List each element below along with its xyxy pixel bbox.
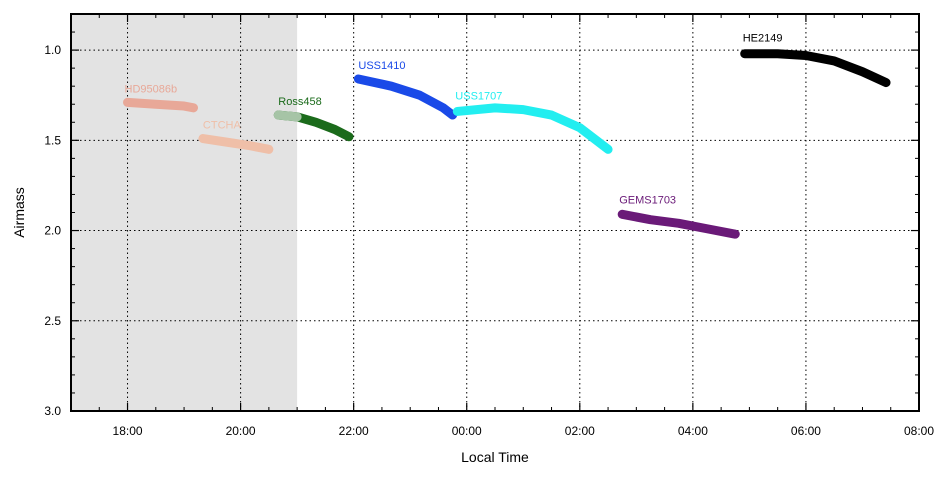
x-tick-label: 04:00 (678, 424, 708, 438)
x-tick-label: 02:00 (565, 424, 595, 438)
label-layer: 18:00 20:00 22:00 00:00 02:00 04:00 06:00 08:00… (44, 33, 934, 438)
x-axis-label: Local Time (461, 449, 529, 465)
y-tick-label: 2.0 (44, 224, 61, 238)
series-label-uss1707: USS1707 (455, 90, 502, 102)
series-line-he2149 (740, 49, 891, 88)
tick-layer (70, 13, 920, 412)
series-layer (123, 49, 891, 239)
x-tick-label: 08:00 (904, 424, 934, 438)
series-label-gems1703: GEMS1703 (619, 194, 676, 206)
series-line-ross458-shaded-part (273, 110, 302, 122)
series-line-uss1707 (452, 103, 613, 154)
series-label-he2149: HE2149 (743, 33, 783, 45)
series-label-uss1410: USS1410 (358, 60, 405, 72)
series-label-ctcha: CTCHA (203, 120, 242, 132)
series-line-ctcha (198, 134, 274, 154)
y-tick-label: 1.0 (44, 43, 61, 57)
shaded-region-layer (71, 14, 298, 411)
y-tick-label: 3.0 (44, 404, 61, 418)
series-label-hd95086b: HD95086b (125, 83, 178, 95)
series-line-uss1410 (353, 74, 458, 120)
x-tick-label: 18:00 (113, 424, 143, 438)
grid-layer (71, 14, 919, 411)
x-tick-label: 06:00 (791, 424, 821, 438)
x-tick-label: 22:00 (339, 424, 369, 438)
x-tick-label: 00:00 (452, 424, 482, 438)
y-axis-label: Airmass (11, 187, 27, 238)
y-tick-label: 1.5 (44, 133, 61, 147)
series-line-hd95086b (123, 97, 198, 113)
x-tick-label: 20:00 (226, 424, 256, 438)
series-label-ross458: Ross458 (278, 96, 321, 108)
shaded-region (71, 14, 298, 411)
y-tick-label: 2.5 (44, 314, 61, 328)
series-line-gems1703 (617, 209, 740, 239)
